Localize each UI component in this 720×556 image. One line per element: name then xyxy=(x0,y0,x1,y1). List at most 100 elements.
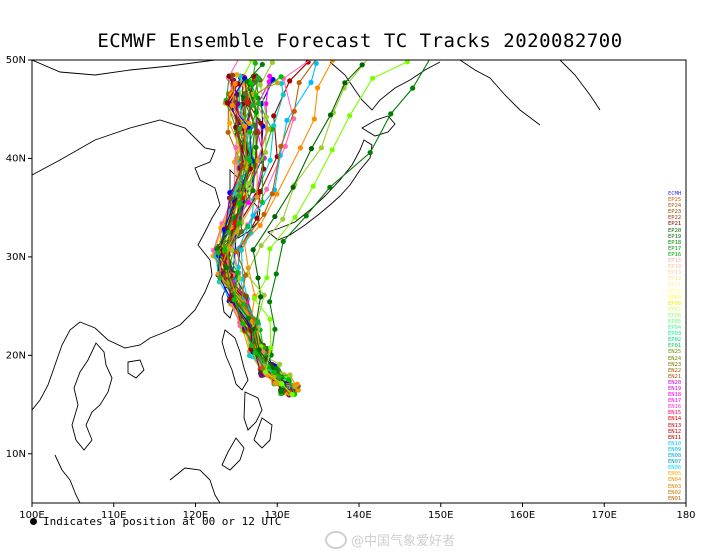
track-position-dot xyxy=(232,80,238,87)
track-position-dot xyxy=(250,212,256,219)
track-position-dot xyxy=(233,144,239,151)
track-position-dot xyxy=(274,191,280,197)
track-position-dot xyxy=(277,361,283,367)
legend-entry: EN07 xyxy=(668,459,682,466)
legend-entry: ECMH xyxy=(668,191,682,197)
x-tick-label: 140E xyxy=(346,510,371,521)
legend-entry: EN14 xyxy=(668,416,682,423)
track-position-dot xyxy=(282,143,288,149)
legend-entry: EN12 xyxy=(668,428,682,435)
weibo-logo-icon xyxy=(324,530,347,549)
track-position-dot xyxy=(228,195,234,202)
track-position-dot xyxy=(259,199,266,206)
track-position-dot xyxy=(258,294,264,300)
track-position-dot xyxy=(272,381,278,387)
track-position-dot xyxy=(252,349,258,356)
track-position-dot xyxy=(274,80,280,86)
track-line xyxy=(253,61,408,396)
track-position-dot xyxy=(268,345,274,351)
track-position-dot xyxy=(295,387,301,393)
legend-entry: EN22 xyxy=(668,367,682,374)
track-line xyxy=(235,60,317,393)
track-position-dot xyxy=(297,145,304,151)
footnote-text: Indicates a position at 00 or 12 UTC xyxy=(43,515,282,528)
legend-entry: EP23 xyxy=(668,209,682,216)
track-position-dot xyxy=(388,111,394,117)
legend-entry: EN20 xyxy=(668,379,682,386)
track-position-dot xyxy=(313,60,319,67)
legend-entry: EN06 xyxy=(668,465,682,472)
plot-frame xyxy=(31,59,687,504)
track-position-dot xyxy=(253,144,259,150)
track-position-dot xyxy=(317,52,322,57)
track-position-dot xyxy=(278,80,285,87)
legend-entry: EN03 xyxy=(668,483,682,490)
legend-entry: EP17 xyxy=(668,245,682,252)
track-position-dot xyxy=(310,183,316,189)
y-tick-label: 20N xyxy=(6,350,26,361)
track-position-dot xyxy=(245,180,251,186)
track-line xyxy=(216,64,283,392)
track-position-dot xyxy=(236,275,242,281)
legend-entry: EP25 xyxy=(668,197,682,204)
track-position-dot xyxy=(252,60,258,66)
legend-entry: EN04 xyxy=(668,477,682,484)
track-position-dot xyxy=(303,213,309,219)
legend-entry: EP19 xyxy=(668,233,682,240)
track-position-dot xyxy=(311,116,317,122)
track-position-dot xyxy=(329,147,335,153)
track-position-dot xyxy=(291,108,297,114)
track-position-dot xyxy=(252,122,258,129)
track-position-dot xyxy=(269,60,275,66)
legend-entry: EN08 xyxy=(668,453,682,460)
track-position-dot xyxy=(289,392,295,398)
track-position-dot xyxy=(278,74,284,80)
track-position-dot xyxy=(254,157,260,164)
legend-entry: EP06 xyxy=(668,312,682,319)
legend-entry: EP01 xyxy=(668,343,682,350)
track-position-dot xyxy=(262,149,269,155)
track-position-dot xyxy=(256,100,262,106)
track-position-dot xyxy=(248,80,254,86)
track-position-dot xyxy=(242,91,248,97)
track-position-dot xyxy=(260,166,267,172)
track-position-dot xyxy=(290,184,296,190)
y-tick-label: 50N xyxy=(6,55,26,66)
position-dot-icon xyxy=(30,518,37,525)
track-position-dot xyxy=(251,296,257,302)
track-position-dot xyxy=(244,78,250,85)
track-position-dot xyxy=(287,373,293,379)
legend-entry: EP02 xyxy=(668,337,682,344)
legend-entry: EP24 xyxy=(668,203,682,210)
track-position-dot xyxy=(237,54,242,59)
track-position-dot xyxy=(272,326,278,332)
track-position-dot xyxy=(269,191,275,197)
legend-entry: EP15 xyxy=(668,258,682,265)
track-position-dot xyxy=(257,82,263,88)
track-position-dot xyxy=(239,229,245,235)
legend-entry: EP12 xyxy=(668,276,682,283)
legend-entry: EN09 xyxy=(668,446,682,453)
legend-entry: EP07 xyxy=(668,306,682,313)
track-position-dot xyxy=(236,201,242,207)
x-tick-label: 110E xyxy=(101,510,126,521)
legend-entry: EN15 xyxy=(668,410,682,417)
track-position-dot xyxy=(250,247,256,253)
track-line xyxy=(252,64,363,390)
track-position-dot xyxy=(280,92,286,98)
track-position-dot xyxy=(245,315,252,321)
track-position-dot xyxy=(330,60,336,63)
track-position-dot xyxy=(234,71,240,78)
track-line xyxy=(237,63,317,389)
track-position-dot xyxy=(255,319,261,325)
track-position-dot xyxy=(236,220,242,226)
legend-entry: EN17 xyxy=(668,398,682,405)
legend-entry: EP20 xyxy=(668,227,682,234)
legend-entry: EP09 xyxy=(668,294,682,301)
legend-entry: EP05 xyxy=(668,318,682,325)
track-position-dot xyxy=(280,238,286,245)
track-position-dot xyxy=(272,213,278,220)
track-position-dot xyxy=(258,120,264,126)
legend-entry: EP04 xyxy=(668,325,682,332)
legend-entry: EN19 xyxy=(668,386,682,392)
